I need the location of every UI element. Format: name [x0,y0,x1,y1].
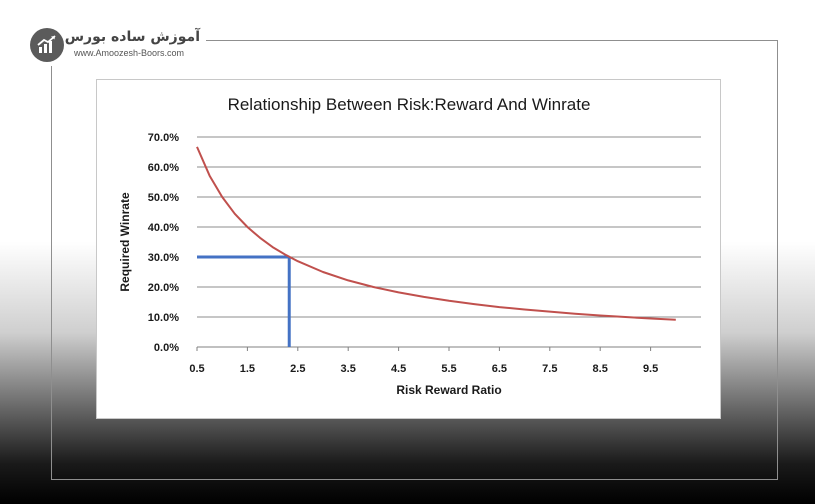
y-tick-label: 40.0% [148,222,179,234]
x-tick-labels: 0.5 1.5 2.5 3.5 4.5 5.5 6.5 7.5 8.5 9.5 [189,347,658,375]
y-tick-label: 10.0% [148,312,179,324]
chart-panel: Relationship Between Risk:Reward And Win… [96,79,721,419]
y-tick-label: 30.0% [148,252,179,264]
x-tick-label: 5.5 [441,363,456,375]
grid-lines [197,136,701,318]
chart-title: Relationship Between Risk:Reward And Win… [228,95,591,114]
x-tick-label: 3.5 [341,363,356,375]
y-tick-label: 60.0% [148,162,179,174]
outer-frame [51,40,778,480]
x-tick-label: 7.5 [542,363,557,375]
x-axis-label: Risk Reward Ratio [396,383,501,397]
y-tick-label: 50.0% [148,192,179,204]
x-tick-label: 4.5 [391,363,406,375]
y-tick-label: 0.0% [154,342,179,354]
brand-title: آموزش ساده بورس [64,29,200,45]
annotation [197,255,291,347]
x-tick-label: 0.5 [189,363,204,375]
x-tick-label: 6.5 [492,363,507,375]
x-tick-label: 2.5 [290,363,305,375]
series-layer [196,146,676,321]
chart: Relationship Between Risk:Reward And Win… [118,95,701,397]
chart-growth-icon [30,28,64,62]
x-tick-label: 8.5 [593,363,608,375]
y-tick-labels: 0.0% 10.0% 20.0% 30.0% 40.0% 50.0% 60.0% 70.0% [148,132,179,354]
y-tick-label: 20.0% [148,282,179,294]
x-tick-label: 9.5 [643,363,658,375]
y-tick-label: 70.0% [148,132,179,144]
x-tick-label: 1.5 [240,363,255,375]
y-axis-label: Required Winrate [118,192,132,292]
series-line [196,146,676,321]
brand-url: www.Amoozesh-Boors.com [74,48,185,58]
